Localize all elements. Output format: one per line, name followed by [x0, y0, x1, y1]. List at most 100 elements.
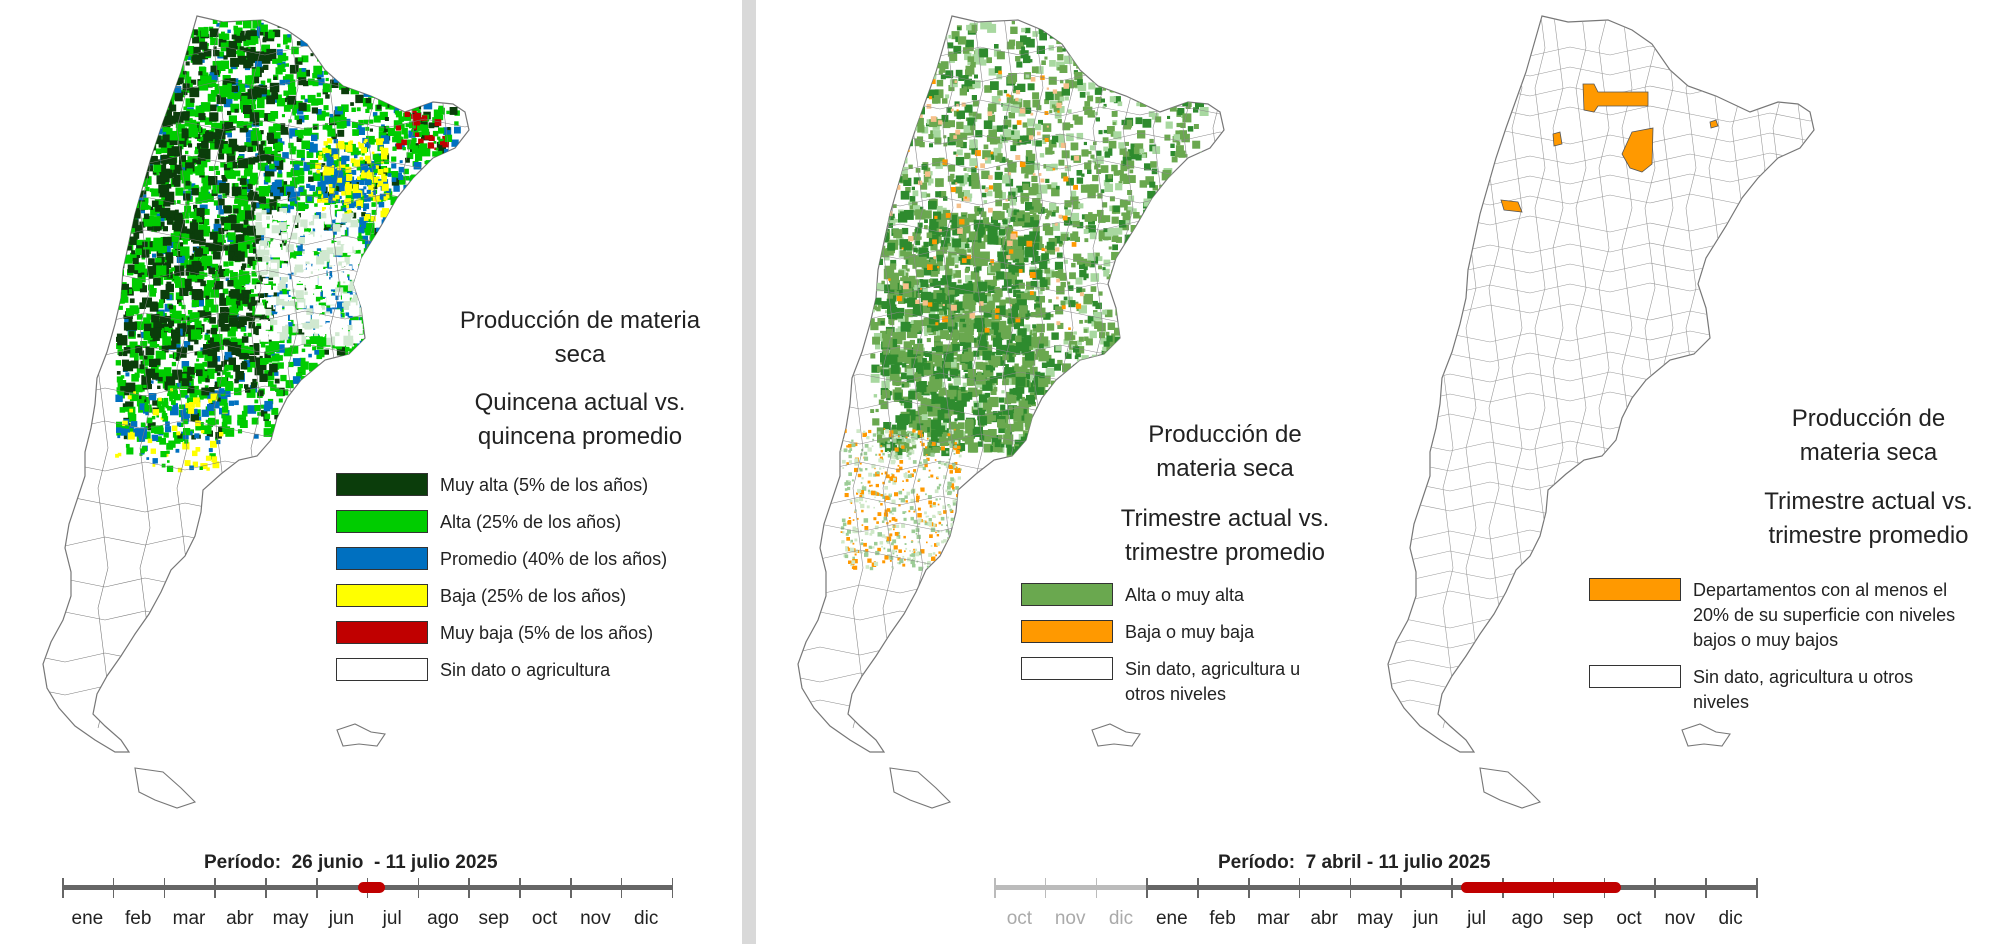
timeline-tick [62, 878, 64, 898]
legend-swatch [336, 473, 428, 496]
month-label: feb [1209, 908, 1236, 929]
month-label: jun [1413, 908, 1439, 929]
argentina-outline [1387, 15, 1815, 753]
legend-swatch [336, 510, 428, 533]
map1-subtitle-line: Quincena actual vs. [474, 389, 686, 416]
timeline-highlight [358, 882, 385, 893]
timeline-tick [1400, 878, 1402, 898]
legend-label: Sin dato o agricultura [440, 660, 611, 680]
timeline-tick [620, 878, 623, 898]
month-label: ene [1155, 908, 1188, 929]
map-trimestre-pixels [797, 15, 1225, 809]
timeline-tick [1349, 878, 1352, 898]
map3-title-line: Producción de [1791, 405, 1946, 432]
legend-label: Promedio (40% de los años) [440, 549, 668, 569]
timeline-tick [570, 878, 572, 898]
legend-swatch [1021, 657, 1113, 680]
departamento-afectado [1500, 199, 1523, 213]
tierra-del-fuego-outline [889, 767, 952, 809]
month-label: may [272, 908, 309, 929]
legend-item: Muy baja (5% de los años) [336, 621, 667, 646]
month-label: nov [1054, 908, 1086, 929]
map2-title-line: Producción de [1148, 421, 1302, 448]
legend-swatch [336, 584, 428, 607]
timeline-tick [265, 878, 267, 898]
legend-swatch [336, 621, 428, 644]
month-label: nov [1664, 908, 1696, 929]
map3-title-line: materia seca [1799, 439, 1938, 466]
month-label: jul [1467, 908, 1487, 929]
legend-label: Baja o muy baja [1125, 622, 1255, 642]
legend-item: Sin dato o agricultura [336, 658, 667, 683]
timeline-tick [519, 878, 521, 898]
departamento-afectado [1552, 131, 1563, 147]
legend-label: Baja (25% de los años) [440, 586, 627, 606]
legend-swatch [336, 547, 428, 570]
timeline-tick [163, 878, 166, 898]
map3-subtitle: Trimestre actual vs. trimestre promedio [1746, 485, 1991, 553]
legend-label: Muy baja (5% de los años) [440, 623, 654, 643]
timeline-tick [1146, 878, 1148, 898]
timeline-tick [468, 878, 470, 898]
month-label: ago [427, 908, 459, 929]
timeline-tick [1248, 878, 1250, 898]
legend-label: Sin dato, agricultura u otros niveles [1125, 659, 1301, 704]
map1-subtitle-line: quincena promedio [477, 423, 683, 450]
legend-swatch [1021, 620, 1113, 643]
legend-label: Muy alta (5% de los años) [440, 475, 649, 495]
legend-swatch [1589, 578, 1681, 601]
legend-label: Sin dato, agricultura u otros niveles [1693, 667, 1914, 712]
month-label: jun [328, 908, 355, 929]
tierra-del-fuego-outline [1479, 767, 1542, 809]
legend-label: Alta o muy alta [1125, 585, 1245, 605]
departamento-afectado [1582, 83, 1649, 113]
month-label: dic [1108, 908, 1134, 929]
map2-title-line: materia seca [1156, 455, 1294, 482]
month-label: may [1357, 908, 1393, 929]
legend-item: Baja (25% de los años) [336, 584, 667, 609]
malvinas-outline [336, 723, 386, 747]
departamento-afectado [1709, 119, 1719, 129]
timeline-tick [1451, 878, 1453, 898]
timeline-tick [671, 878, 674, 898]
legend-trimestre-pixels: Alta o muy alta Baja o muy baja Sin dato… [1021, 583, 1321, 719]
map-trimestre-departamentos [1387, 15, 1815, 809]
map1-subtitle: Quincena actual vs. quincena promedio [430, 386, 730, 454]
map1-title: Producción de materia seca [430, 304, 730, 372]
timeline-tick [417, 878, 420, 898]
timeline-track-prev-year [994, 885, 1147, 890]
month-label: mar [172, 908, 206, 929]
legend-item: Promedio (40% de los años) [336, 547, 667, 572]
tierra-del-fuego-outline [134, 767, 197, 809]
legend-swatch [1589, 665, 1681, 688]
month-label: abr [226, 908, 254, 929]
timeline-tick [1044, 878, 1047, 898]
timeline-tick [112, 878, 115, 898]
panel-divider [742, 0, 756, 944]
malvinas-outline [1091, 723, 1141, 747]
map3-title: Producción de materia seca [1756, 402, 1981, 470]
month-label: abr [1310, 908, 1338, 929]
timeline-tick [994, 878, 996, 898]
departamento-afectado [1621, 127, 1654, 173]
map3-subtitle-line: Trimestre actual vs. [1764, 488, 1973, 515]
legend-item: Sin dato, agricultura u otros niveles [1589, 665, 1989, 715]
month-label: ene [71, 908, 104, 929]
map2-subtitle-line: Trimestre actual vs. [1120, 505, 1330, 532]
legend-quincena: Muy alta (5% de los años) Alta (25% de l… [336, 473, 667, 695]
timeline-tick [316, 878, 318, 898]
month-label: oct [1006, 908, 1033, 929]
malvinas-outline [1681, 723, 1731, 747]
month-label: sep [1562, 908, 1594, 929]
panel-quincena: Producción de materia seca Quincena actu… [0, 0, 742, 944]
legend-label: Departamentos con al menos el 20% de su … [1693, 580, 1956, 650]
legend-item: Alta o muy alta [1021, 583, 1321, 608]
panel-trimestre: Producción de materia seca Trimestre act… [756, 0, 2001, 944]
legend-label: Alta (25% de los años) [440, 512, 622, 532]
legend-swatch [1021, 583, 1113, 606]
month-label: jul [382, 908, 402, 929]
map2-subtitle: Trimestre actual vs. trimestre promedio [1110, 502, 1340, 570]
period-label-trimestre: Período: 7 abril - 11 julio 2025 [1218, 852, 1491, 873]
legend-item: Alta (25% de los años) [336, 510, 667, 535]
month-label: feb [124, 908, 152, 929]
